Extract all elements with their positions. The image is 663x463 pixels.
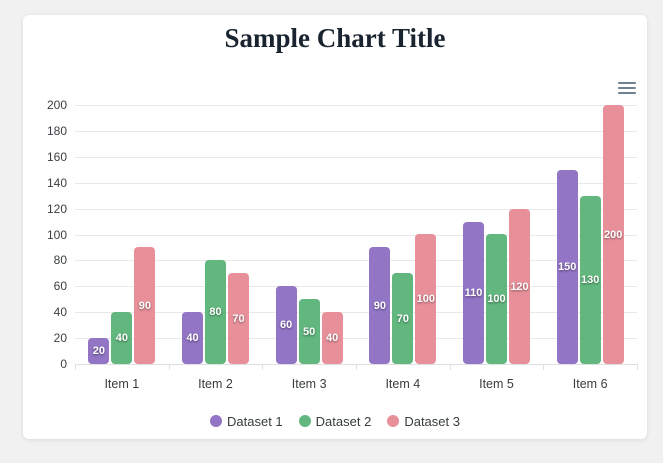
gridline: [75, 338, 637, 340]
y-axis-tick-label: 80: [53, 253, 67, 268]
bar-dataset-2-item-6: 130: [579, 196, 601, 364]
chart-legend: Dataset 1 Dataset 2 Dataset 3: [23, 411, 647, 431]
legend-label: Dataset 2: [315, 413, 372, 429]
bar-value-label: 80: [209, 306, 222, 318]
bar-dataset-2-item-2: 80: [205, 260, 226, 364]
bar-value-label: 20: [92, 345, 105, 357]
chart-title: Sample Chart Title: [224, 23, 446, 53]
y-axis-tick-label: 180: [46, 123, 67, 138]
y-axis-tick-label: 160: [46, 149, 67, 164]
bar-value-label: 70: [232, 312, 245, 325]
bar-dataset-3-item-4: 100: [415, 234, 437, 364]
gridline: [75, 105, 637, 106]
bar-dataset-2-item-3: 50: [298, 299, 320, 364]
gridline: [75, 156, 637, 158]
y-axis-tick-label: 0: [60, 357, 67, 371]
bar-dataset-3-item-1: 90: [134, 247, 156, 364]
bar-dataset-3-item-3: 40: [321, 312, 343, 364]
bar-value-label: 40: [326, 332, 339, 344]
y-axis-tick-label: 200: [46, 98, 67, 112]
x-axis-tick: [637, 364, 638, 370]
y-axis-tick-label: 20: [53, 331, 67, 346]
bar-value-label: 40: [115, 332, 128, 344]
y-axis-tick-label: 100: [46, 227, 67, 242]
bar-dataset-3-item-2: 70: [228, 273, 249, 364]
bar-dataset-3-item-5: 120: [509, 209, 530, 364]
gridline: [75, 130, 637, 132]
y-axis-tick-label: 60: [53, 279, 67, 294]
bar-dataset-2-item-1: 40: [111, 312, 133, 364]
legend-label: Dataset 3: [404, 413, 460, 429]
legend-marker-icon: [387, 415, 400, 427]
y-axis-tick-label: 40: [53, 305, 67, 320]
x-axis-category-label: Item 4: [385, 377, 421, 391]
bar-dataset-2-item-4: 70: [392, 273, 414, 364]
x-axis-tick: [262, 364, 264, 370]
bar-dataset-1-item-6: 150: [556, 170, 578, 364]
chart-menu-button[interactable]: [615, 77, 639, 99]
bar-dataset-3-item-6: 200: [602, 105, 624, 364]
x-axis-category-label: Item 2: [198, 377, 233, 391]
bar-value-label: 90: [138, 299, 151, 312]
legend-marker-icon: [298, 415, 311, 427]
x-axis-category-label: Item 3: [291, 377, 327, 391]
bar-chart: 0 20 40 60 80 100 120 140 160 180 200 20 40 60 90 110 15…: [23, 15, 647, 439]
x-axis-category-label: Item 6: [572, 377, 608, 391]
x-axis-category-label: Item 1: [104, 377, 140, 391]
bar-value-label: 200: [603, 228, 623, 241]
chart-card: Sample Chart Title 0 20 40 60 80 100 120 140 160…: [23, 15, 647, 439]
bar-value-label: 90: [373, 299, 386, 312]
legend-item-dataset-2[interactable]: Dataset 2: [298, 413, 372, 429]
x-axis-tick: [75, 364, 76, 370]
gridline: [75, 312, 637, 314]
bar-value-label: 120: [510, 280, 529, 293]
bar-dataset-1-item-3: 60: [275, 286, 297, 364]
bar-value-label: 150: [557, 261, 577, 273]
gridline: [75, 208, 637, 210]
bar-value-label: 100: [416, 293, 435, 305]
x-axis-tick: [168, 364, 170, 370]
bar-value-label: 100: [487, 293, 506, 305]
x-axis-tick: [449, 364, 451, 370]
legend-item-dataset-3[interactable]: Dataset 3: [387, 414, 460, 429]
bar-dataset-1-item-4: 90: [369, 247, 391, 364]
gridline: [75, 234, 637, 236]
x-axis-tick: [543, 364, 545, 370]
y-axis-tick-label: 120: [46, 201, 67, 216]
gridline: [75, 286, 637, 288]
gridline: [75, 182, 637, 184]
legend-marker-icon: [210, 415, 223, 427]
bar-value-label: 110: [464, 287, 483, 299]
x-axis-category-label: Item 5: [479, 377, 514, 391]
bar-value-label: 50: [303, 325, 316, 338]
legend-label: Dataset 1: [227, 413, 283, 429]
gridline: [75, 260, 637, 262]
bar-dataset-2-item-5: 100: [486, 234, 507, 364]
legend-item-dataset-1[interactable]: Dataset 1: [210, 414, 283, 429]
bar-dataset-1-item-1: 20: [88, 338, 110, 364]
bar-value-label: 130: [580, 274, 600, 286]
bar-value-label: 70: [396, 312, 409, 325]
x-axis-tick: [356, 364, 357, 370]
bar-dataset-1-item-5: 110: [463, 222, 484, 364]
bar-value-label: 60: [280, 319, 293, 331]
y-axis-tick-label: 140: [46, 175, 67, 190]
bar-dataset-1-item-2: 40: [182, 312, 203, 364]
menu-icon: [618, 82, 636, 94]
bar-value-label: 40: [186, 332, 199, 344]
